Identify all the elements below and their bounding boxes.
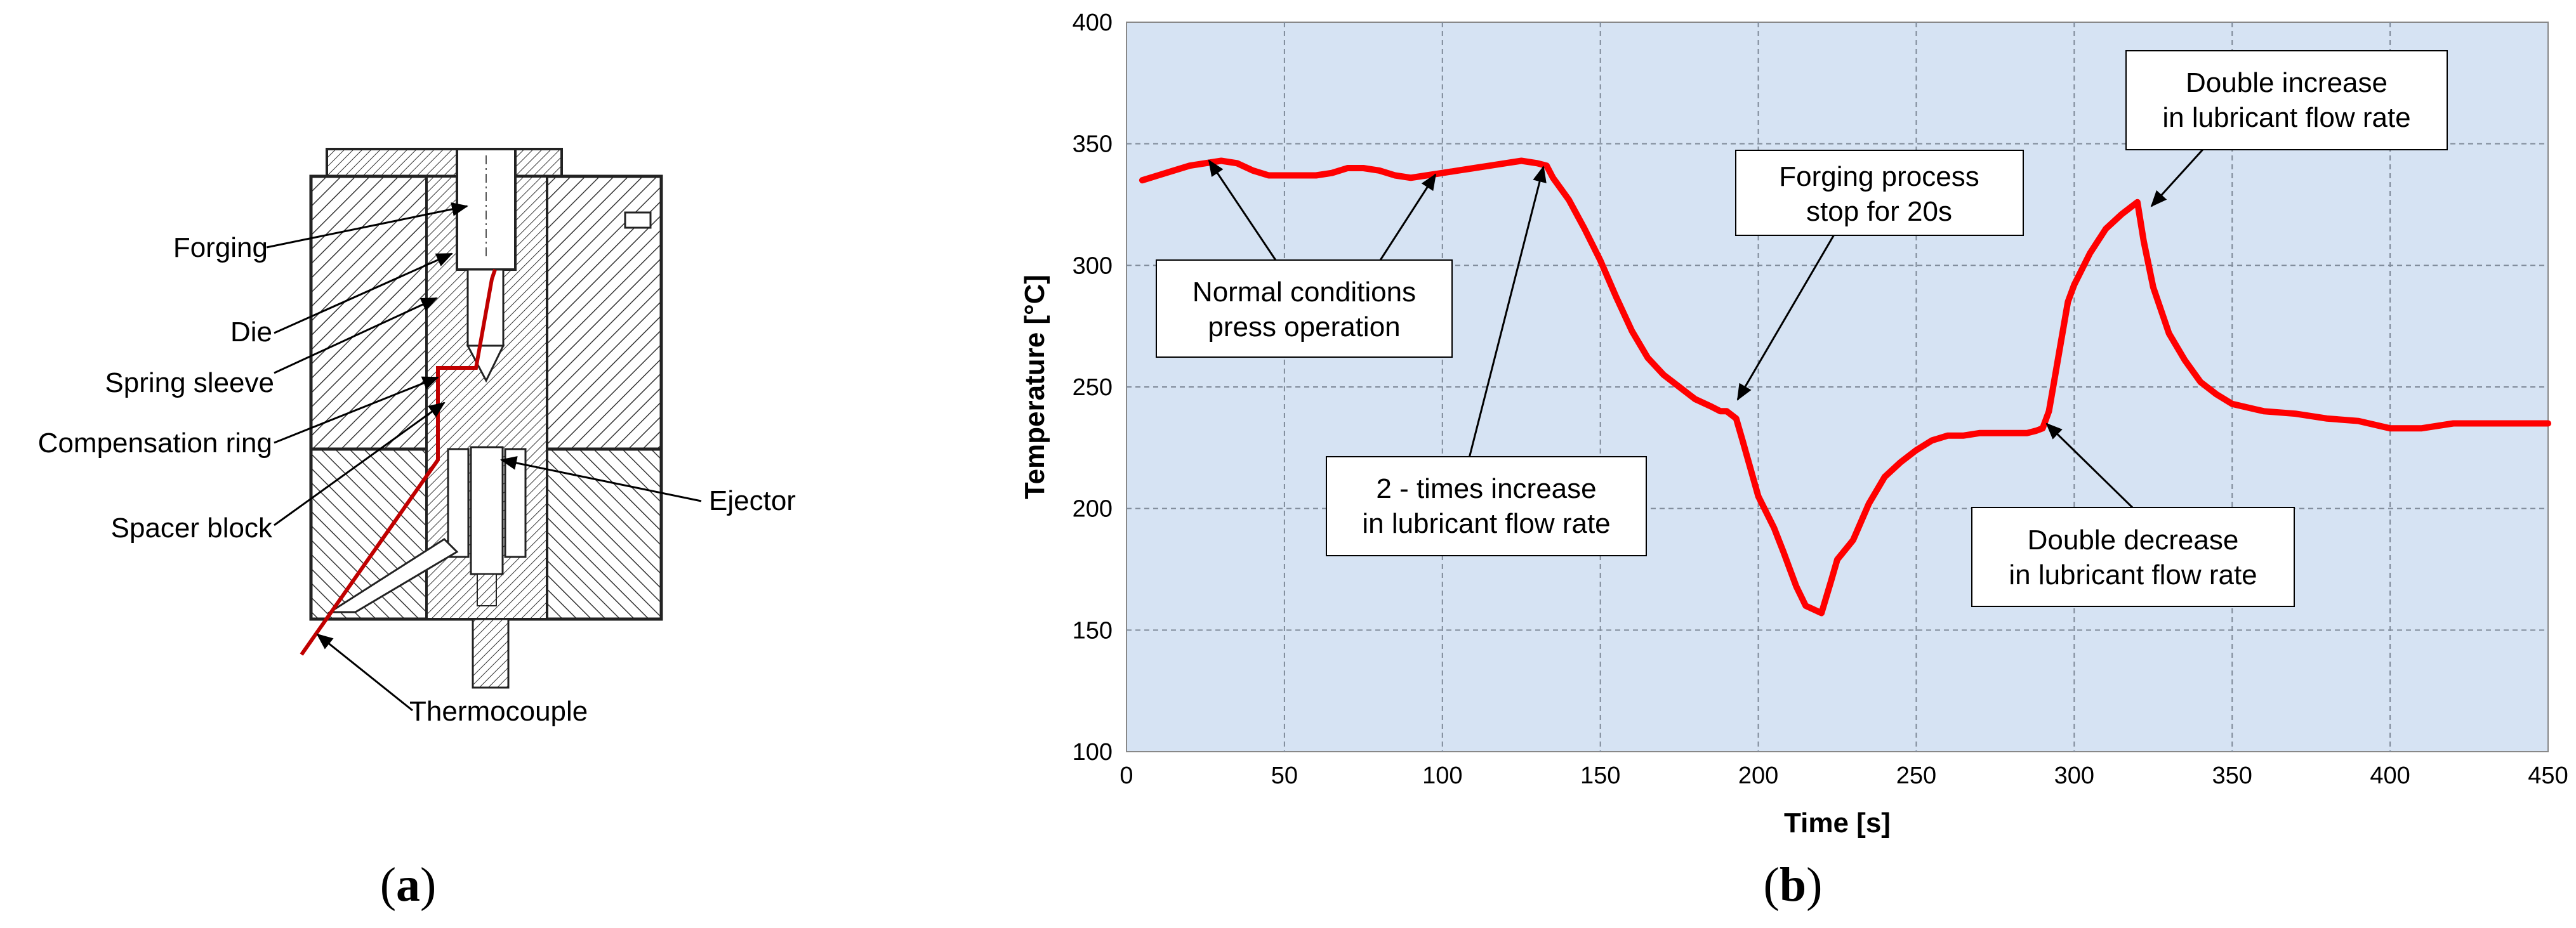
y-tick-label: 250 (1073, 374, 1113, 401)
annotation-double-increase: Double increase in lubricant flow rate (2125, 50, 2448, 150)
x-tick-label: 450 (2528, 762, 2568, 789)
x-tick-label: 100 (1422, 762, 1462, 789)
x-tick-label: 300 (2054, 762, 2094, 789)
ejector-rod (472, 618, 510, 689)
ejector-channel (470, 446, 504, 575)
label-compensation-ring: Compensation ring (38, 428, 272, 459)
x-axis-ticks: 0 50 100 150 200 250 300 350 400 450 (1120, 762, 2568, 789)
y-tick-label: 300 (1073, 252, 1113, 279)
die-assembly-drawing (300, 148, 663, 689)
y-tick-label: 350 (1073, 131, 1113, 158)
svg-text:Double decrease: Double decrease (2028, 525, 2239, 556)
y-axis-ticks: 100 150 200 250 300 350 400 (1073, 10, 1113, 766)
annotation-normal-conditions: Normal conditions press operation (1156, 259, 1453, 358)
svg-text:stop for 20s: stop for 20s (1806, 196, 1952, 227)
label-die: Die (230, 317, 272, 348)
y-tick-label: 200 (1073, 496, 1113, 523)
svg-text:press operation: press operation (1208, 311, 1400, 343)
x-tick-label: 400 (2370, 762, 2410, 789)
x-tick-label: 250 (1896, 762, 1936, 789)
temperature-series-line (1139, 157, 2551, 617)
svg-text:Double increase: Double increase (2186, 67, 2388, 98)
x-tick-label: 150 (1580, 762, 1620, 789)
label-spacer-block: Spacer block (111, 513, 273, 544)
svg-text:in lubricant flow rate: in lubricant flow rate (2009, 559, 2257, 591)
caption-b: (b) (1764, 858, 1823, 912)
y-tick-label: 150 (1073, 617, 1113, 644)
caption-a: (a) (380, 858, 437, 912)
svg-text:in lubricant flow rate: in lubricant flow rate (2162, 102, 2410, 133)
y-tick-label: 400 (1073, 10, 1113, 36)
annotation-two-times-increase: 2 - times increase in lubricant flow rat… (1326, 456, 1647, 556)
y-tick-label: 100 (1073, 739, 1113, 766)
x-tick-label: 50 (1271, 762, 1298, 789)
svg-text:in lubricant flow rate: in lubricant flow rate (1362, 508, 1610, 539)
svg-text:2 - times increase: 2 - times increase (1376, 473, 1596, 504)
panel-a-leaders (266, 202, 702, 712)
label-ejector: Ejector (709, 485, 796, 516)
annotation-forging-stop: Forging process stop for 20s (1735, 150, 2024, 236)
x-tick-label: 350 (2212, 762, 2252, 789)
label-spring-sleeve: Spring sleeve (105, 367, 274, 398)
annotation-double-decrease: Double decrease in lubricant flow rate (1971, 507, 2295, 607)
label-forging: Forging (173, 232, 268, 263)
x-tick-label: 0 (1120, 762, 1133, 789)
thermocouple-wire (300, 269, 497, 656)
x-tick-label: 200 (1738, 762, 1778, 789)
x-axis-label: Time [s] (1784, 807, 1891, 839)
svg-text:Forging process: Forging process (1779, 161, 1979, 192)
svg-text:Normal conditions: Normal conditions (1192, 277, 1416, 308)
label-thermocouple: Thermocouple (409, 696, 588, 727)
y-axis-label: Temperature [°C] (1019, 275, 1050, 499)
